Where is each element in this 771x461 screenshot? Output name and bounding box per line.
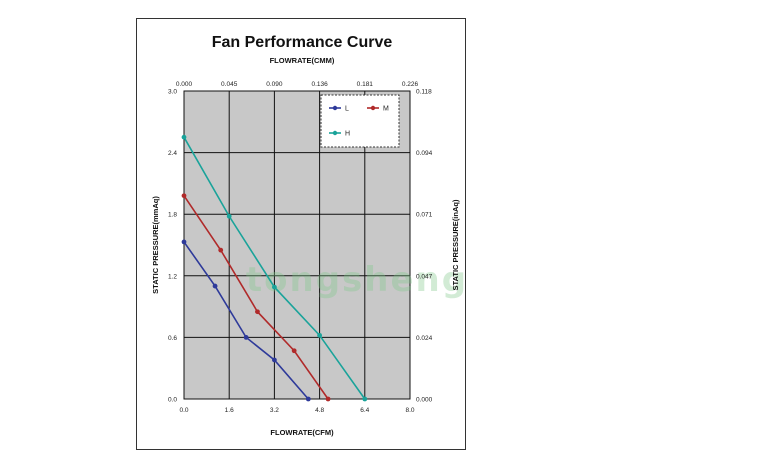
watermark-text: tongsheng: [246, 260, 467, 300]
data-point-h: [181, 134, 187, 140]
left-y-tick-label: 1.2: [168, 273, 177, 280]
left-y-tick-label: 2.4: [168, 150, 177, 157]
top-x-tick-label: 0.226: [402, 81, 419, 88]
top-x-tick-label: 0.045: [221, 81, 238, 88]
data-point-l: [243, 335, 249, 340]
data-point-l: [212, 283, 218, 289]
left-y-tick-label: 0.0: [168, 397, 177, 404]
fan-performance-chart: Fan Performance Curve FLOWRATE(CMM) tongsh…: [151, 34, 467, 437]
legend-label-l: L: [345, 106, 349, 113]
data-point-l: [272, 357, 277, 363]
left-y-tick-label: 0.6: [168, 335, 177, 342]
data-point-h: [362, 396, 368, 402]
x-tick-label: 1.6: [225, 407, 234, 414]
top-x-tick-label: 0.090: [266, 81, 283, 88]
data-point-l: [305, 396, 311, 402]
data-point-h: [272, 284, 277, 290]
legend-marker-h: [332, 130, 338, 136]
data-point-m: [325, 396, 331, 402]
data-point-h: [226, 213, 232, 219]
legend-marker-m: [370, 105, 376, 111]
left-y-tick-label: 3.0: [168, 89, 177, 96]
x-tick-label: 3.2: [270, 407, 279, 414]
legend-label-h: H: [345, 131, 350, 138]
right-y-tick-label: 0.094: [416, 150, 433, 157]
top-x-axis-title: FLOWRATE(CMM): [270, 56, 335, 65]
left-y-tick-label: 1.8: [168, 212, 177, 219]
right-y-tick-label: 0.047: [416, 273, 433, 280]
data-point-m: [291, 348, 297, 354]
data-point-h: [317, 332, 322, 338]
top-x-tick-label: 0.000: [176, 81, 193, 88]
right-y-tick-label: 0.071: [416, 212, 433, 219]
x-axis-title: FLOWRATE(CFM): [270, 428, 334, 437]
x-tick-label: 0.0: [179, 407, 188, 414]
right-y-axis-title: STATIC PRESSURE(inAq): [451, 199, 460, 290]
data-point-m: [255, 309, 260, 315]
x-tick-label: 6.4: [360, 407, 369, 414]
right-y-tick-label: 0.024: [416, 335, 433, 342]
chart-title: Fan Performance Curve: [212, 34, 393, 51]
x-tick-label: 4.8: [315, 407, 324, 414]
left-y-axis-title: STATIC PRESSURE(mmAq): [151, 196, 160, 294]
right-y-tick-label: 0.000: [416, 397, 433, 404]
top-x-tick-label: 0.181: [357, 81, 374, 88]
legend-box: [320, 94, 400, 148]
x-tick-label: 8.0: [405, 407, 414, 414]
legend-label-m: M: [383, 106, 389, 113]
chart-frame: Fan Performance Curve FLOWRATE(CMM) tongsh…: [136, 18, 466, 450]
data-point-m: [181, 193, 187, 199]
data-point-m: [218, 247, 224, 253]
legend-marker-l: [332, 105, 338, 111]
right-y-tick-label: 0.118: [416, 89, 432, 96]
top-x-tick-label: 0.136: [311, 81, 328, 88]
data-point-l: [181, 239, 187, 245]
